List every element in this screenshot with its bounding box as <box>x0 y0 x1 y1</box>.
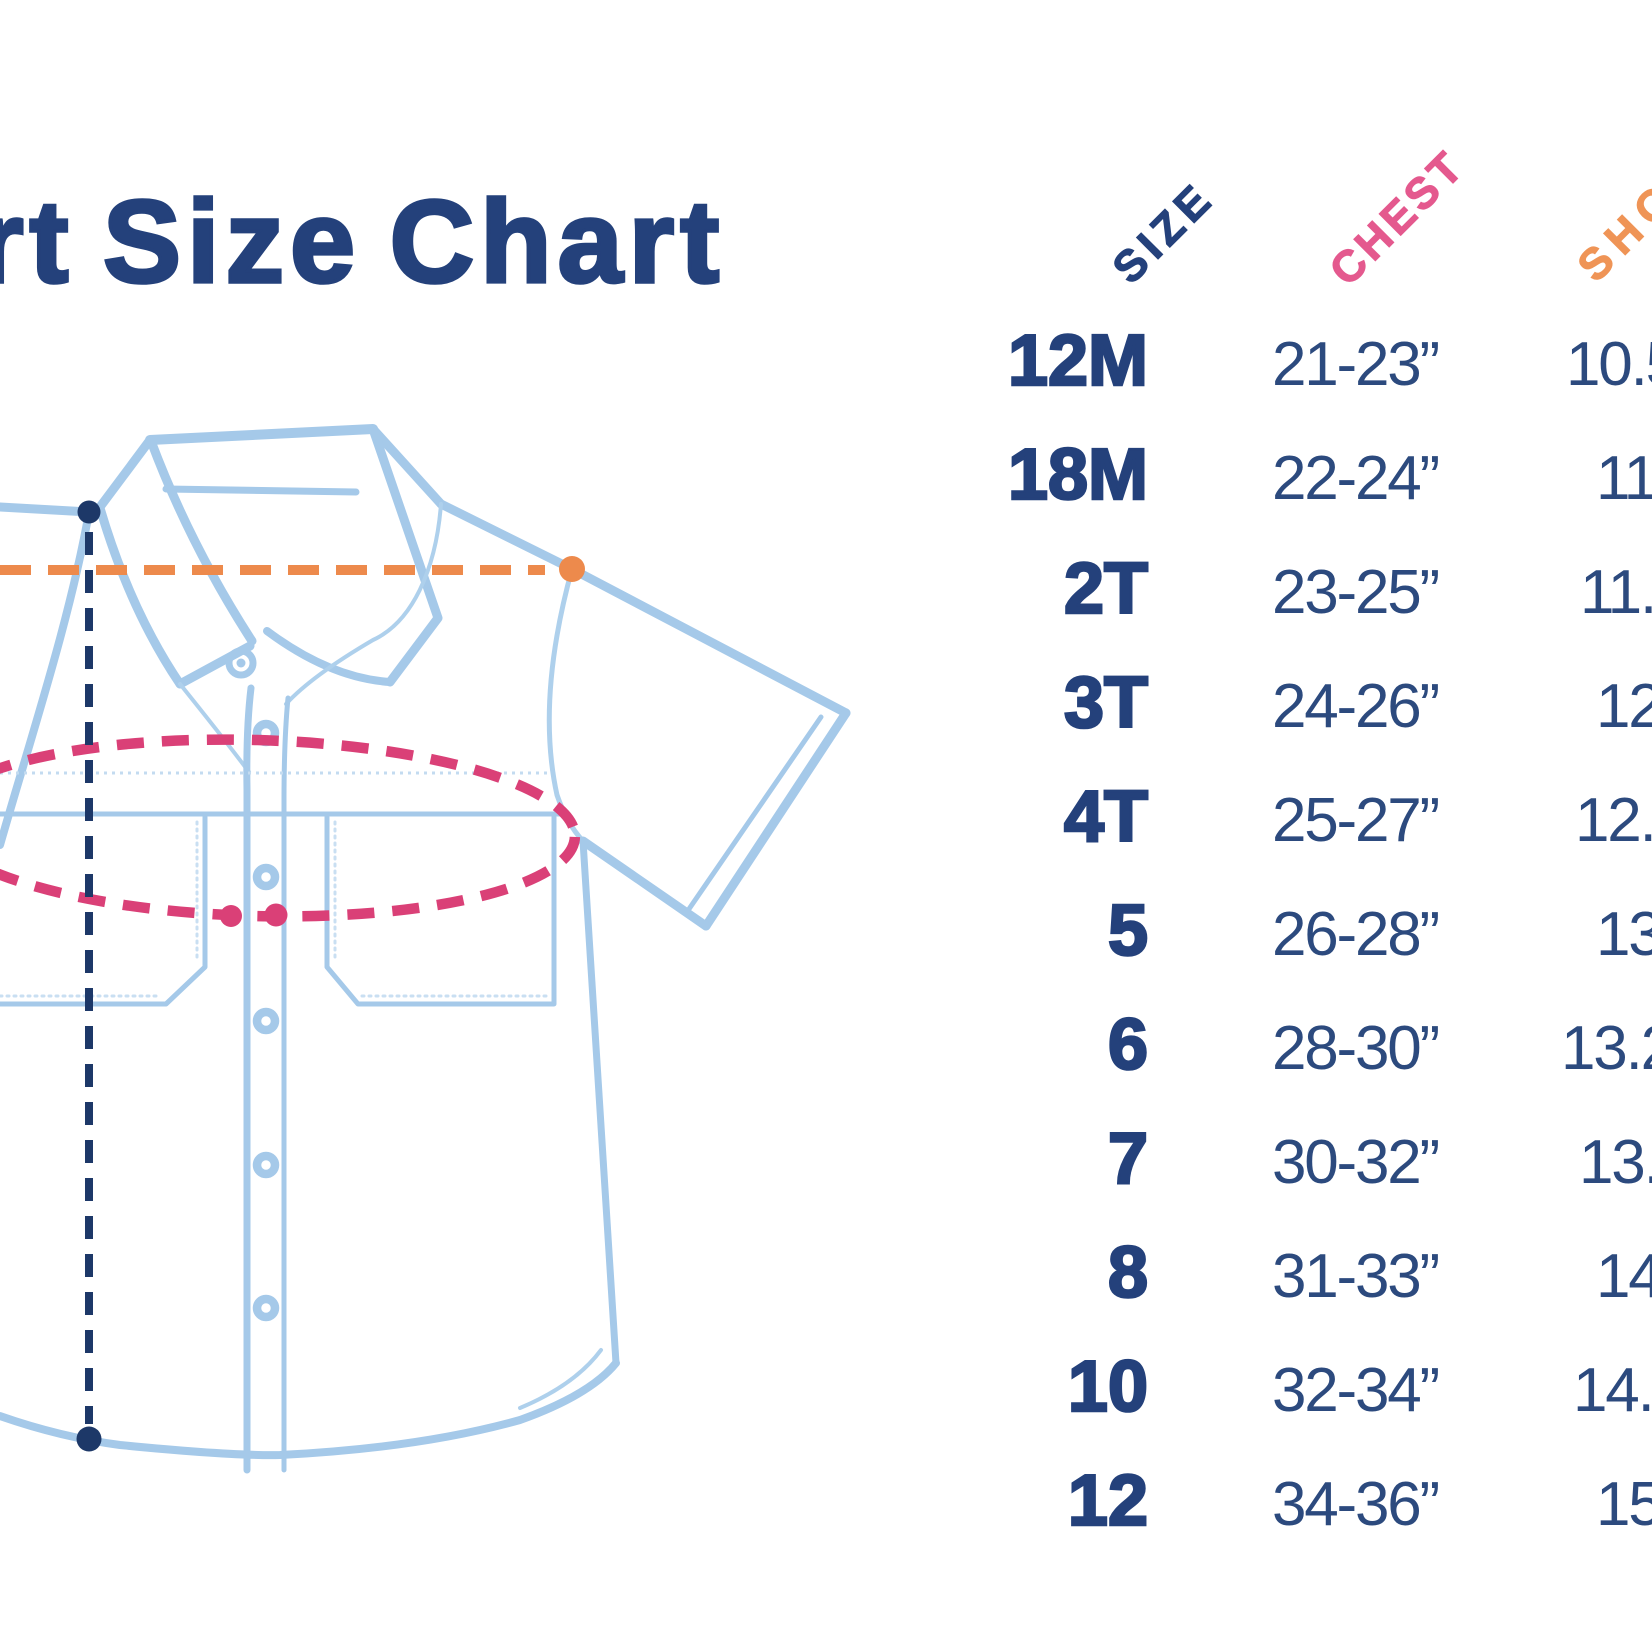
svg-text:2T: 2T <box>1064 549 1148 629</box>
svg-text:31-33”: 31-33” <box>1272 1242 1439 1311</box>
svg-text:3T: 3T <box>1064 663 1148 743</box>
svg-text:22-24”: 22-24” <box>1272 444 1439 513</box>
svg-text:10.5”: 10.5” <box>1566 330 1652 399</box>
svg-text:12”: 12” <box>1596 672 1652 741</box>
svg-text:15”: 15” <box>1596 1470 1652 1539</box>
svg-text:28-30”: 28-30” <box>1272 1014 1439 1083</box>
svg-text:24-26”: 24-26” <box>1272 672 1439 741</box>
svg-text:13”: 13” <box>1596 900 1652 969</box>
svg-text:11.5”: 11.5” <box>1580 558 1652 627</box>
svg-text:12M: 12M <box>1008 321 1148 401</box>
svg-text:7: 7 <box>1108 1119 1148 1199</box>
svg-text:11”: 11” <box>1596 444 1652 513</box>
svg-text:34-36”: 34-36” <box>1272 1470 1439 1539</box>
svg-text:SIZE: SIZE <box>1103 172 1224 293</box>
svg-text:6: 6 <box>1108 1005 1148 1085</box>
svg-text:13.5”: 13.5” <box>1579 1128 1652 1197</box>
svg-text:14”: 14” <box>1596 1242 1652 1311</box>
svg-text:8: 8 <box>1108 1233 1148 1313</box>
svg-text:32-34”: 32-34” <box>1272 1356 1439 1425</box>
svg-text:CHEST: CHEST <box>1320 141 1474 295</box>
svg-text:5: 5 <box>1108 891 1148 971</box>
svg-text:30-32”: 30-32” <box>1272 1128 1439 1197</box>
svg-text:14.5”: 14.5” <box>1573 1356 1652 1425</box>
svg-text:18M: 18M <box>1008 435 1148 515</box>
svg-text:4T: 4T <box>1064 777 1148 857</box>
svg-text:12: 12 <box>1068 1461 1148 1541</box>
svg-text:13.25”: 13.25” <box>1561 1014 1652 1083</box>
svg-text:10: 10 <box>1068 1347 1148 1427</box>
svg-text:12.5”: 12.5” <box>1575 786 1652 855</box>
svg-text:26-28”: 26-28” <box>1272 900 1439 969</box>
svg-text:SHOULDER: SHOULDER <box>1568 31 1652 291</box>
svg-text:25-27”: 25-27” <box>1272 786 1439 855</box>
svg-text:23-25”: 23-25” <box>1272 558 1439 627</box>
svg-text:21-23”: 21-23” <box>1272 330 1439 399</box>
svg-text:Shirt Size Chart: Shirt Size Chart <box>0 176 725 307</box>
